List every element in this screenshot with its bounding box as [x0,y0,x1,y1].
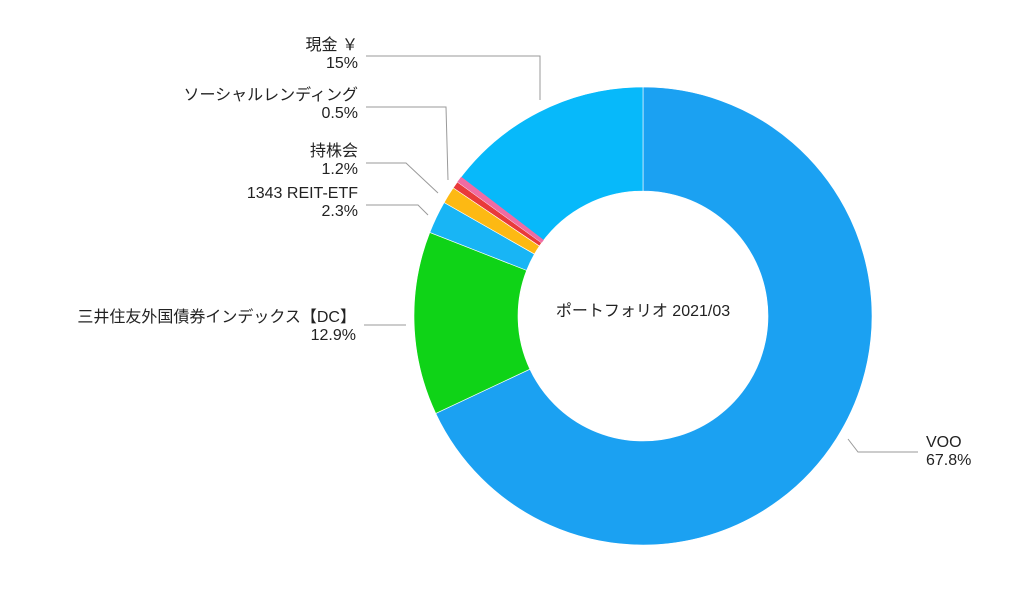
slice-label-2: 1343 REIT-ETF [247,185,358,202]
leader-line-3 [366,162,439,194]
slice-5 [456,86,644,244]
donut-slices [413,86,873,546]
slice-value-label-3: 1.2% [322,161,358,178]
slice-label-4: ソーシャルレンディング [183,85,358,104]
slice-label-0: VOO [926,434,962,451]
slice-value-label-0: 67.8% [926,452,971,469]
slice-label-1: 三井住友外国債券インデックス【DC】 [77,307,356,326]
slice-value-label-1: 12.9% [311,327,356,344]
leader-line-4 [366,106,449,181]
leader-line-5 [366,55,541,100]
leader-line-2 [366,204,429,216]
slice-value-label-4: 0.5% [322,105,358,122]
slice-pink-sliver [457,176,544,243]
slice-label-3: 持株会 [310,142,358,160]
slice-value-label-5: 15% [326,55,358,72]
leader-line-0 [847,438,918,453]
leader-lines [364,55,918,453]
slice-value-label-2: 2.3% [322,203,358,220]
chart-title: ポートフォリオ 2021/03 [556,302,730,320]
slice-0 [435,86,873,546]
slice-label-5: 現金 ￥ [306,36,358,54]
